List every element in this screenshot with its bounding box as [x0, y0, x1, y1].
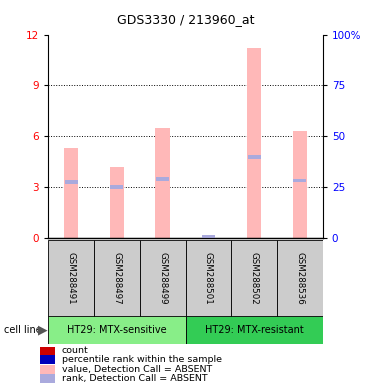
Bar — [109, 167, 124, 238]
Bar — [110, 185, 124, 189]
Text: rank, Detection Call = ABSENT: rank, Detection Call = ABSENT — [62, 374, 207, 383]
Text: count: count — [62, 346, 88, 356]
Bar — [277, 240, 323, 317]
Bar — [64, 148, 78, 238]
Text: GSM288497: GSM288497 — [112, 252, 121, 305]
Bar — [40, 365, 55, 374]
Text: GSM288501: GSM288501 — [204, 252, 213, 305]
Bar — [186, 240, 231, 317]
Bar — [231, 240, 277, 317]
Bar — [156, 177, 169, 180]
Bar — [155, 128, 170, 238]
Bar — [40, 356, 55, 364]
Bar — [140, 240, 186, 317]
Bar — [202, 235, 215, 238]
Text: cell line: cell line — [4, 325, 42, 335]
Text: GSM288536: GSM288536 — [295, 252, 304, 305]
Bar — [293, 131, 307, 238]
Text: value, Detection Call = ABSENT: value, Detection Call = ABSENT — [62, 365, 212, 374]
Text: ▶: ▶ — [38, 323, 47, 336]
Bar — [247, 155, 261, 159]
Bar — [48, 240, 94, 317]
Text: percentile rank within the sample: percentile rank within the sample — [62, 355, 221, 364]
Text: HT29: MTX-sensitive: HT29: MTX-sensitive — [67, 325, 167, 335]
Bar — [293, 179, 306, 182]
Bar — [94, 240, 140, 317]
Text: HT29: MTX-resistant: HT29: MTX-resistant — [205, 325, 303, 335]
Bar — [65, 180, 78, 184]
Bar — [48, 316, 186, 344]
Text: GSM288491: GSM288491 — [67, 252, 76, 305]
Bar — [40, 346, 55, 356]
Text: GSM288499: GSM288499 — [158, 252, 167, 305]
Text: GDS3330 / 213960_at: GDS3330 / 213960_at — [117, 13, 254, 26]
Bar — [40, 374, 55, 383]
Bar — [247, 48, 262, 238]
Text: GSM288502: GSM288502 — [250, 252, 259, 305]
Bar — [186, 316, 323, 344]
